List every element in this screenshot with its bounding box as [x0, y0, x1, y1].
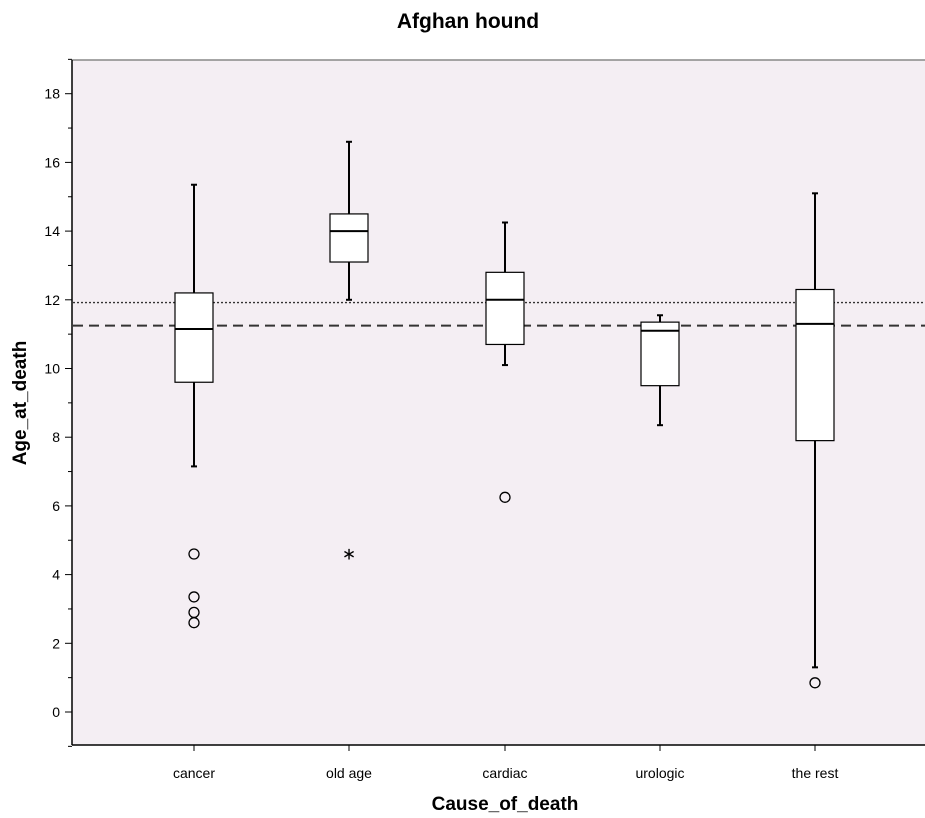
outlier-circle: [188, 548, 200, 560]
plot-area: [72, 60, 925, 745]
iqr-box: [174, 292, 214, 383]
y-tick-label: 4: [52, 567, 60, 583]
outlier-circle: [499, 491, 511, 503]
outlier-circle: [188, 617, 200, 629]
extreme-outlier-star: ∗: [342, 544, 356, 564]
y-tick-label: 16: [44, 154, 60, 170]
iqr-box: [329, 213, 369, 263]
x-tick-label: cancer: [173, 765, 215, 781]
y-axis: 0 2 4 6 8 10 12 14 16 18: [44, 58, 73, 747]
box-cancer: [174, 183, 214, 629]
iqr-box: [485, 271, 525, 346]
y-tick-label: 12: [44, 292, 60, 308]
x-axis: cancer old age cardiac urologic the rest: [72, 744, 925, 781]
outlier-circle: [809, 677, 821, 689]
y-tick-label: 14: [44, 223, 60, 239]
iqr-box: [640, 321, 680, 387]
chart-title: Afghan hound: [397, 10, 539, 33]
boxes: ∗: [174, 140, 835, 689]
y-tick-label: 18: [44, 86, 60, 102]
x-tick-label: cardiac: [482, 765, 527, 781]
x-axis-label: Cause_of_death: [432, 794, 579, 815]
iqr-box: [795, 288, 835, 442]
outlier-circle: [188, 591, 200, 603]
y-tick-label: 8: [52, 429, 60, 445]
x-tick-label: the rest: [792, 765, 839, 781]
x-tick-label: urologic: [635, 765, 684, 781]
box-cardiac: [485, 221, 525, 503]
y-tick-label: 6: [52, 498, 60, 514]
box-old-age: ∗: [329, 140, 369, 564]
box-the-rest: [795, 192, 835, 689]
y-axis-label: Age_at_death: [10, 341, 31, 466]
box-urologic: [640, 314, 680, 427]
x-tick-label: old age: [326, 765, 372, 781]
y-tick-label: 2: [52, 635, 60, 651]
y-tick-label: 10: [44, 361, 60, 377]
y-tick-label: 0: [52, 704, 60, 720]
